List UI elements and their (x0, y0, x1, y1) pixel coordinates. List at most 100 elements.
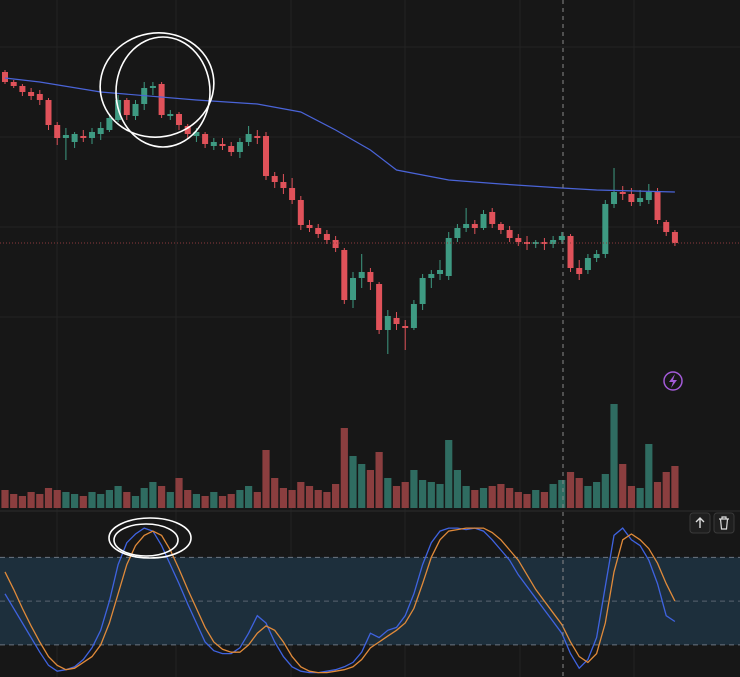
candle-body (576, 268, 583, 274)
candle-body (45, 100, 52, 125)
candle-body (384, 316, 391, 330)
candle-body (454, 228, 461, 238)
moving-average (4, 77, 675, 193)
volume-bar (201, 496, 209, 508)
volume-bar (375, 452, 383, 508)
candle-body (619, 192, 626, 194)
candle-body (306, 225, 313, 228)
candle-body (567, 236, 574, 268)
volume-bar (305, 486, 314, 508)
candle-body (497, 224, 504, 230)
candle-body (654, 192, 661, 220)
volume-bar (10, 494, 18, 508)
candle-body (228, 146, 235, 152)
volume-bar (79, 496, 87, 508)
candle-body (263, 136, 270, 176)
alert-icon[interactable] (663, 371, 683, 391)
candle-body (445, 238, 452, 276)
candle-body (358, 272, 365, 278)
candle-body (80, 136, 87, 138)
candle-body (254, 136, 261, 138)
volume-bar (1, 490, 9, 508)
candle-body (149, 86, 156, 88)
volume-bar (384, 478, 392, 508)
volume-bar (401, 482, 409, 508)
volume-bar (392, 486, 401, 508)
volume-bar (158, 486, 166, 508)
candle-body (132, 104, 139, 116)
volume-bar (566, 472, 575, 508)
volume-bar (593, 482, 601, 508)
candle-body (89, 132, 96, 138)
volume-bar (253, 492, 261, 508)
candle-body (2, 72, 9, 82)
volume-bar (549, 484, 557, 508)
volume-bar (44, 488, 53, 508)
volume-bar (366, 470, 375, 508)
candle-body (506, 230, 513, 238)
volume-bar (236, 490, 244, 508)
candle-body (515, 238, 522, 242)
volume-bar (323, 492, 331, 508)
volume-bar (175, 478, 183, 508)
volume-bar (131, 496, 140, 508)
candle-body (558, 236, 565, 240)
stoch-line (4, 527, 676, 674)
candle-body (158, 84, 165, 115)
candle-body (341, 250, 348, 300)
volume-bar (462, 486, 470, 508)
volume-bar (488, 486, 496, 508)
candle-body (106, 118, 113, 130)
candle-body (410, 304, 417, 328)
candle-body (489, 212, 496, 224)
candle-body (550, 240, 557, 244)
candle-body (54, 125, 61, 138)
candle-body (637, 198, 644, 202)
candle-body (193, 132, 200, 136)
candle-body (219, 144, 226, 146)
candle-body (123, 100, 130, 115)
volume-bar (210, 492, 218, 508)
candle-body (62, 135, 69, 138)
volume-bar (558, 480, 566, 508)
candle-body (315, 228, 322, 234)
volume-bar (71, 494, 79, 508)
volume-bar (88, 492, 96, 508)
band-layer (0, 556, 740, 646)
marks (0, 70, 740, 674)
delete-button[interactable] (713, 512, 735, 534)
candle-body (71, 134, 78, 142)
volume-bar (105, 490, 114, 508)
volume-bar (271, 478, 279, 508)
volume-bar (601, 474, 609, 508)
candle-body (428, 274, 435, 278)
volume-bar (297, 482, 305, 508)
volume-bar (97, 494, 105, 508)
candle-body (593, 254, 600, 258)
candle-body (376, 284, 383, 330)
drawings (99, 32, 215, 559)
candle-body (271, 176, 278, 182)
candle-body (184, 126, 191, 134)
candle-body (202, 134, 209, 144)
candle-body (19, 86, 26, 92)
volume-bar (332, 484, 340, 508)
move-up-button[interactable] (689, 512, 711, 534)
candle-body (645, 192, 652, 200)
candle-body (10, 82, 17, 86)
candle-body (393, 318, 400, 324)
volume-bar (532, 490, 540, 508)
candle-body (584, 258, 591, 270)
volume-bar (410, 470, 418, 508)
volume-bar (627, 486, 636, 508)
volume-bar (349, 456, 357, 508)
volume-bar (53, 490, 61, 508)
candle-body (297, 200, 304, 225)
volume-bar (192, 494, 201, 508)
volume-bar (62, 492, 70, 508)
volume-bar (288, 490, 296, 508)
volume-bar (149, 482, 157, 508)
volume-bar (540, 492, 549, 508)
